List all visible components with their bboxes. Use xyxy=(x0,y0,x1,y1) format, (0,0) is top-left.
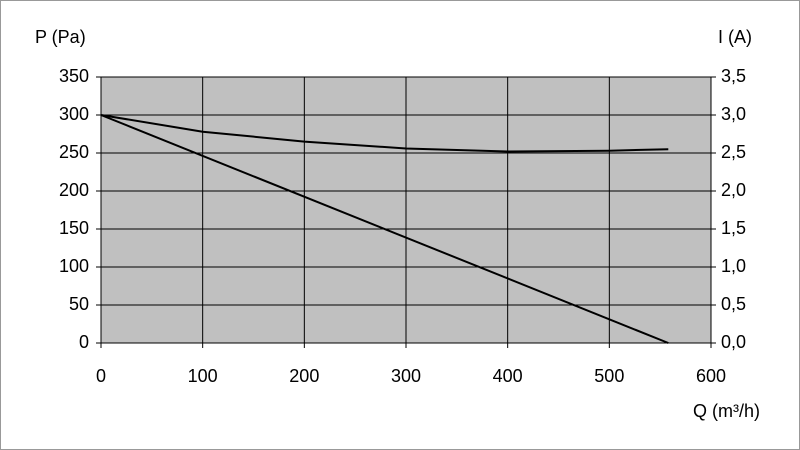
x-tick-label: 600 xyxy=(696,366,726,386)
y2-tick-label: 1,5 xyxy=(721,218,746,238)
x-tick-label: 400 xyxy=(493,366,523,386)
y-tick-label: 250 xyxy=(59,142,89,162)
x-tick-label: 100 xyxy=(188,366,218,386)
y-tick-label: 350 xyxy=(59,66,89,86)
data-line xyxy=(100,114,669,153)
y-tick-label: 150 xyxy=(59,218,89,238)
plot-border xyxy=(100,76,712,344)
y-tick-label: 300 xyxy=(59,104,89,124)
y2-tick-label: 2,0 xyxy=(721,180,746,200)
x-tick-label: 500 xyxy=(594,366,624,386)
y2-tick-label: 0,5 xyxy=(721,294,746,314)
y2-tick-label: 2,5 xyxy=(721,142,746,162)
y2-tick-label: 3,0 xyxy=(721,104,746,124)
x-tick-label: 300 xyxy=(391,366,421,386)
x-tick-label: 0 xyxy=(96,366,106,386)
x-axis-label: Q (m³/h) xyxy=(693,401,760,421)
y-axis-label: P (Pa) xyxy=(35,27,86,47)
x-tick-label: 200 xyxy=(289,366,319,386)
y2-axis-label: I (A) xyxy=(718,27,752,47)
y2-tick-label: 0,0 xyxy=(721,332,746,352)
y2-tick-label: 1,0 xyxy=(721,256,746,276)
y-tick-label: 100 xyxy=(59,256,89,276)
data-line xyxy=(100,114,669,344)
y-tick-label: 0 xyxy=(79,332,89,352)
y-tick-label: 200 xyxy=(59,180,89,200)
y-tick-label: 50 xyxy=(69,294,89,314)
y2-tick-label: 3,5 xyxy=(721,66,746,86)
